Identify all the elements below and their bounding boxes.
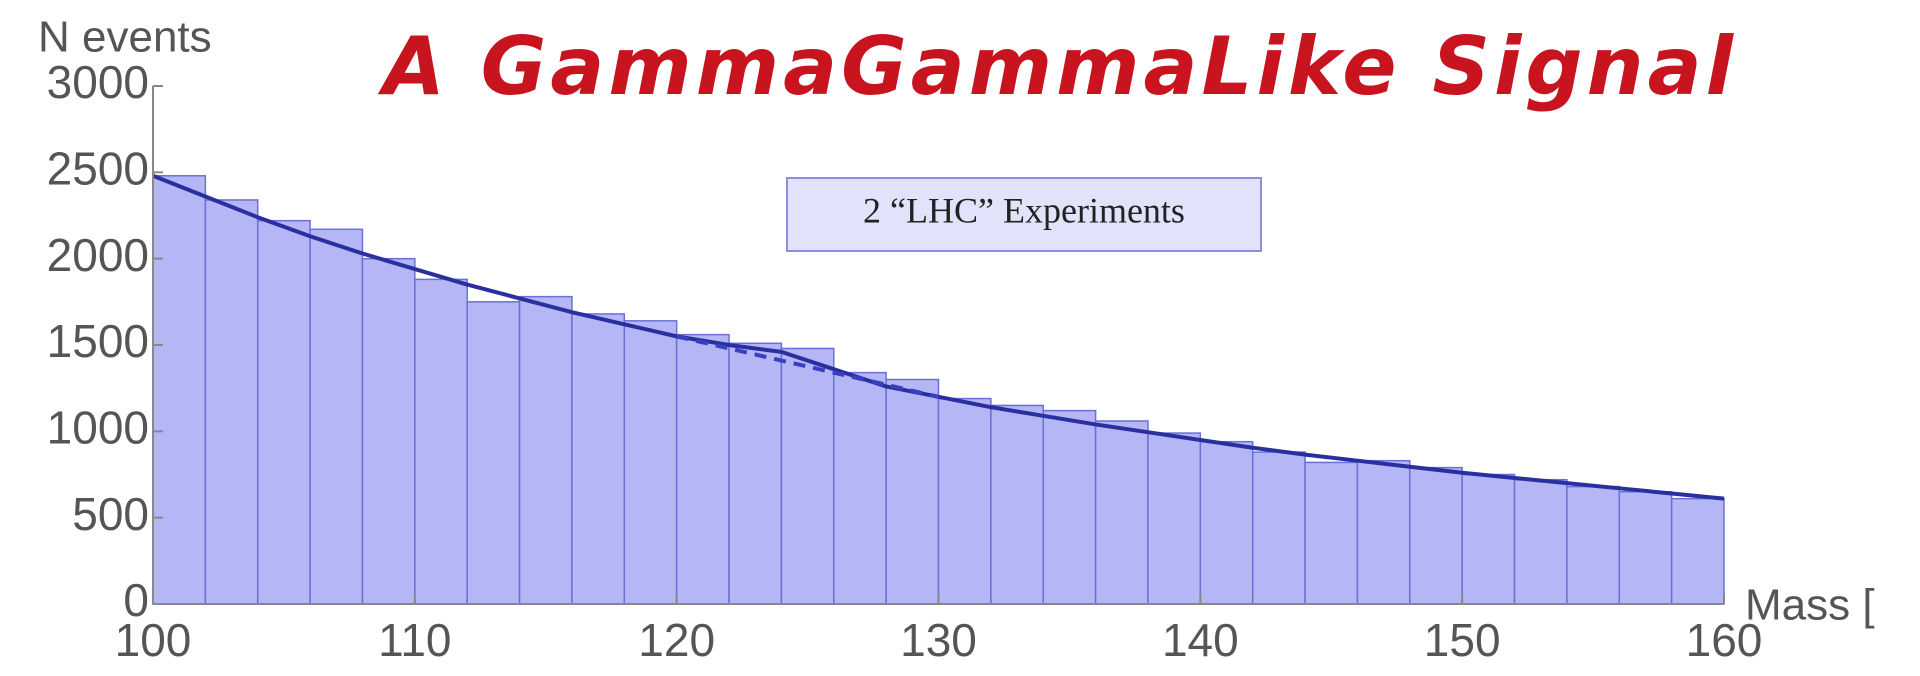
bar [256,219,311,605]
bar [571,313,626,605]
bar [361,257,416,605]
x-tick-label: 100 [115,614,192,666]
bar [885,378,940,605]
bar [1042,409,1097,605]
bar [1618,491,1673,605]
bar [1304,461,1359,605]
bar [1513,478,1568,605]
x-tick-label: 160 [1686,614,1763,666]
bar [414,278,468,605]
bar [990,404,1044,605]
chart-title: A GammaGammaLike Signal [377,20,1737,113]
bar [204,199,259,605]
fit-line [676,334,939,399]
y-tick-label: 3000 [47,56,149,108]
x-tick-label: 120 [638,614,715,666]
bar [1670,497,1725,605]
annotation: 2 “LHC” Experiments [863,190,1185,230]
x-tick-label: 130 [900,614,977,666]
x-tick-label: 150 [1424,614,1501,666]
bar [937,397,992,605]
y-tick-label: 1500 [47,315,149,367]
bar [675,333,730,605]
bar [1566,485,1621,605]
x-tick-label: 110 [378,614,451,666]
bar [1094,420,1149,605]
y-axis-label: N events [38,13,212,62]
bar [466,301,521,605]
bar [1251,451,1306,605]
bar [518,295,573,605]
y-tick-label: 2500 [47,142,149,194]
y-tick-label: 2000 [47,229,149,281]
y-tick-label: 500 [72,488,149,540]
plot-area: 0 500 1000 1500 2000 2500 3000 100 110 120 130 140 1… [47,56,1763,666]
y-tick-label: 1000 [47,401,149,453]
bar [728,342,783,605]
y-tick-label: 0 [123,574,149,626]
bar [1409,466,1463,605]
bar [833,371,887,605]
bar [152,175,207,605]
bar [1199,440,1254,605]
bar [1356,459,1411,605]
x-axis-label: Mass [ [1745,581,1875,630]
bar [1147,432,1202,605]
bar [309,228,364,605]
bar [780,347,835,605]
x-tick-label: 140 [1162,614,1239,666]
bar [623,320,678,605]
annotation-box [786,177,1262,252]
bar [1461,473,1516,605]
